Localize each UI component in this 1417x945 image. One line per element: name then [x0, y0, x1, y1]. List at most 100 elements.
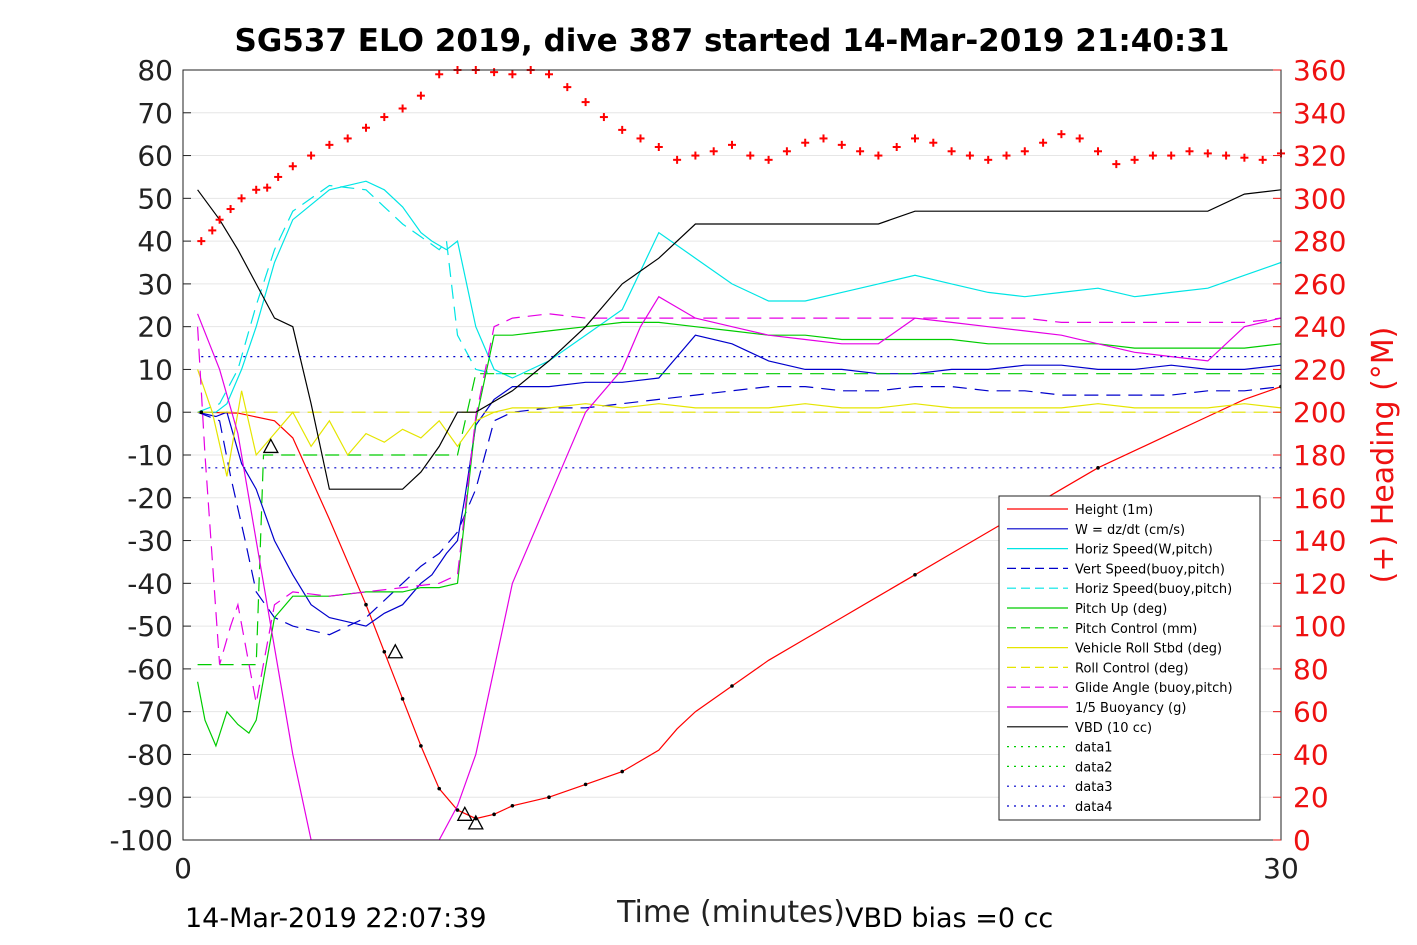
heading-point: [1130, 155, 1139, 164]
series-line-9: [197, 313, 1281, 704]
y-tick-label: 30: [137, 268, 173, 301]
heading-point: [362, 123, 370, 132]
series-line-0: [201, 386, 1281, 820]
heading-point: [197, 237, 206, 246]
right-tick-label: 0: [1293, 824, 1311, 857]
right-tick-label: 240: [1293, 311, 1346, 344]
heading-point: [226, 205, 235, 214]
heading-point: [728, 140, 736, 149]
heading-point: [1094, 147, 1102, 156]
heading-point: [1167, 151, 1176, 160]
legend-label: data1: [1075, 741, 1113, 756]
height-point: [400, 697, 405, 701]
y-tick-label: -80: [127, 738, 173, 771]
heading-point: [673, 155, 682, 164]
heading-point: [288, 162, 297, 171]
right-tick-label: 60: [1293, 696, 1329, 729]
height-point: [583, 782, 588, 787]
series-line-6: [197, 373, 1281, 666]
heading-point: [1075, 134, 1084, 143]
heading-point: [892, 143, 901, 151]
heading-point: [307, 151, 316, 160]
right-tick-label: 180: [1293, 439, 1346, 472]
legend-label: 1/5 Buoyancy (g): [1075, 701, 1186, 716]
height-point: [1096, 466, 1100, 470]
right-tick-label: 260: [1293, 268, 1346, 301]
legend-label: VBD (10 cc): [1075, 721, 1152, 736]
heading-point: [856, 147, 865, 156]
heading-point: [764, 155, 773, 164]
legend-label: data2: [1075, 760, 1113, 775]
waypoint-markers: [262, 438, 484, 830]
height-point: [913, 572, 917, 577]
heading-point: [801, 138, 810, 147]
right-tick-label: 360: [1293, 54, 1346, 87]
heading-point: [508, 70, 517, 79]
height-point: [437, 786, 442, 791]
heading-point: [709, 147, 718, 156]
height-point: [547, 795, 551, 800]
legend-label: Vehicle Roll Stbd (deg): [1075, 642, 1222, 657]
heading-point: [581, 98, 590, 107]
triangle-marker: [456, 805, 473, 821]
legend-label: Horiz Speed(buoy,pitch): [1075, 582, 1232, 597]
heading-point: [1258, 155, 1267, 164]
heading-point: [1240, 153, 1249, 162]
right-tick-label: 140: [1293, 525, 1346, 558]
height-point: [492, 812, 496, 817]
legend-label: data3: [1075, 780, 1113, 795]
y-tick-label: 60: [137, 140, 173, 173]
heading-point: [490, 68, 499, 77]
legend-label: W = dz/dt (cm/s): [1075, 523, 1185, 538]
x-tick-label: 0: [174, 852, 192, 885]
heading-point: [1148, 151, 1157, 160]
legend: Height (1m) W = dz/dt (cm/s) Horiz Speed(W…: [998, 495, 1261, 821]
heading-point: [380, 113, 389, 122]
heading-point: [416, 91, 425, 100]
heading-point: [1002, 151, 1011, 160]
x-axis-label: Time (minutes): [616, 895, 845, 930]
heading-point: [435, 70, 444, 79]
heading-point: [984, 155, 993, 164]
heading-point: [1222, 151, 1231, 160]
right-tick-label: 320: [1293, 140, 1346, 173]
triangle-marker: [387, 643, 404, 659]
heading-point: [1039, 138, 1048, 147]
y-tick-label: 40: [137, 225, 173, 258]
right-tick-label: 340: [1293, 97, 1346, 130]
y-tick-label: 20: [137, 311, 173, 344]
heading-point: [947, 147, 956, 156]
y-tick-label: -100: [109, 824, 173, 857]
heading-point: [874, 151, 883, 160]
y-tick-label: 70: [137, 97, 173, 130]
heading-point: [237, 194, 246, 203]
y-tick-label: 50: [137, 182, 173, 215]
series-line-4: [197, 184, 513, 413]
right-tick-label: 160: [1293, 482, 1346, 515]
heading-point: [398, 104, 407, 113]
heading-point: [746, 151, 755, 160]
heading-point: [274, 172, 283, 181]
series-line-3: [197, 386, 1281, 636]
y-tick-label: -20: [127, 482, 173, 515]
heading-point: [929, 138, 938, 147]
chart-title: SG537 ELO 2019, dive 387 started 14-Mar-…: [235, 23, 1230, 59]
heading-point: [636, 134, 645, 143]
heading-point: [819, 134, 828, 143]
legend-label: Height (1m): [1075, 503, 1153, 518]
y-tick-label: -90: [127, 781, 173, 814]
heading-point: [654, 143, 663, 151]
y-tick-label: -40: [127, 567, 173, 600]
legend-label: Pitch Control (mm): [1075, 622, 1197, 637]
legend-label: data4: [1075, 800, 1113, 815]
heading-point: [1057, 130, 1066, 139]
heading-point: [782, 147, 791, 156]
height-point: [620, 769, 624, 774]
series-line-1: [197, 334, 1281, 627]
right-tick-label: 220: [1293, 353, 1346, 386]
footer-timestamp: 14-Mar-2019 22:07:39: [185, 903, 487, 934]
height-point: [364, 602, 368, 607]
right-tick-label: 20: [1293, 781, 1329, 814]
series-layer: [197, 180, 1281, 840]
legend-label: Vert Speed(buoy,pitch): [1075, 562, 1225, 577]
